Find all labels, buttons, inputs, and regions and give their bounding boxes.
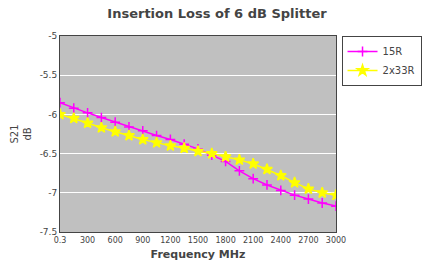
svg-text:1200: 1200	[160, 236, 180, 245]
svg-text:1800: 1800	[215, 236, 235, 245]
svg-text:S21dB: S21dB	[9, 124, 33, 143]
svg-text:15R: 15R	[383, 46, 403, 57]
svg-text:-5: -5	[48, 31, 57, 41]
svg-text:Insertion Loss of 6 dB Splitte: Insertion Loss of 6 dB Splitter	[107, 6, 327, 21]
svg-text:-6.5: -6.5	[40, 149, 58, 159]
svg-text:300: 300	[80, 236, 95, 245]
svg-text:3000: 3000	[326, 236, 346, 245]
svg-text:2x33R: 2x33R	[383, 65, 415, 76]
svg-text:2700: 2700	[298, 236, 318, 245]
svg-text:-7.5: -7.5	[40, 227, 58, 237]
svg-text:2100: 2100	[243, 236, 263, 245]
svg-text:600: 600	[108, 236, 123, 245]
svg-text:-6: -6	[48, 110, 57, 120]
svg-text:Frequency MHz: Frequency MHz	[151, 248, 246, 261]
svg-text:1500: 1500	[188, 236, 208, 245]
svg-text:-7: -7	[48, 188, 57, 198]
svg-text:2400: 2400	[271, 236, 291, 245]
svg-text:-5.5: -5.5	[40, 70, 58, 80]
svg-text:0.3: 0.3	[54, 236, 67, 245]
svg-text:900: 900	[135, 236, 150, 245]
